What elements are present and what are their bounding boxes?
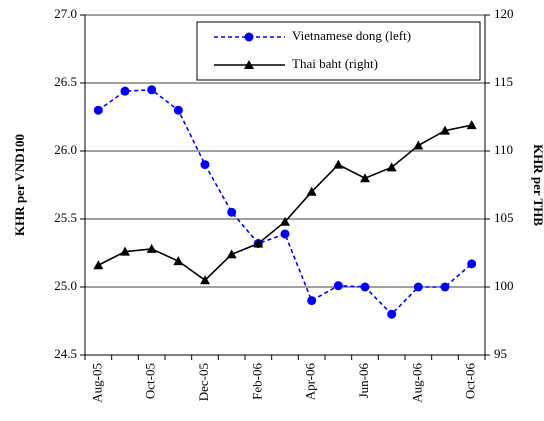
point	[200, 275, 210, 285]
y-tick-label: 26.5	[54, 74, 77, 89]
point	[93, 105, 103, 115]
y2-tick-label: 100	[494, 278, 514, 293]
point	[306, 186, 317, 196]
point	[147, 85, 157, 95]
point	[333, 281, 343, 291]
point	[387, 309, 397, 319]
y2-tick-label: 115	[494, 74, 513, 89]
x-tick-label: Feb-06	[249, 363, 264, 400]
legend-label: Vietnamese dong (left)	[292, 28, 411, 43]
y2-tick-label: 120	[494, 6, 514, 21]
legend-label: Thai baht (right)	[292, 56, 378, 71]
point	[440, 282, 450, 292]
y-tick-label: 25.5	[54, 210, 77, 225]
legend-box	[196, 21, 481, 81]
point	[360, 173, 370, 183]
x-tick-label: Apr-06	[303, 363, 318, 401]
y-tick-label: 24.5	[54, 346, 77, 361]
point	[467, 259, 477, 269]
point	[307, 296, 317, 306]
point	[466, 120, 477, 130]
y-tick-label: 25.0	[54, 278, 77, 293]
x-tick-label: Oct-06	[463, 363, 478, 400]
y2-tick-label: 95	[494, 346, 507, 361]
legend-marker	[244, 32, 254, 42]
y-axis-title: KHR per VND100	[12, 134, 27, 236]
y2-tick-label: 110	[494, 142, 513, 157]
y-tick-label: 26.0	[54, 142, 77, 157]
point	[386, 162, 397, 172]
point	[360, 282, 370, 292]
point	[333, 159, 344, 169]
point	[173, 256, 184, 266]
point	[413, 282, 423, 292]
point	[280, 216, 290, 226]
y2-axis-title: KHR per THB	[531, 144, 544, 226]
point	[146, 243, 157, 253]
point	[93, 260, 104, 270]
x-tick-label: Dec-05	[196, 363, 211, 401]
point	[413, 140, 424, 150]
point	[120, 246, 130, 256]
series-line	[97, 88, 473, 316]
y2-tick-label: 105	[494, 210, 514, 225]
x-tick-label: Oct-05	[143, 363, 158, 399]
point	[200, 160, 210, 170]
x-tick-label: Jun-06	[356, 363, 371, 399]
point	[227, 207, 237, 217]
point	[120, 86, 130, 96]
y-tick-label: 27.0	[54, 6, 77, 21]
legend-marker	[244, 60, 254, 69]
point	[253, 238, 264, 248]
point	[173, 105, 183, 115]
point	[280, 229, 290, 239]
point	[440, 125, 450, 135]
point	[226, 249, 237, 259]
x-tick-label: Aug-06	[409, 363, 424, 403]
x-tick-label: Aug-05	[89, 363, 104, 403]
